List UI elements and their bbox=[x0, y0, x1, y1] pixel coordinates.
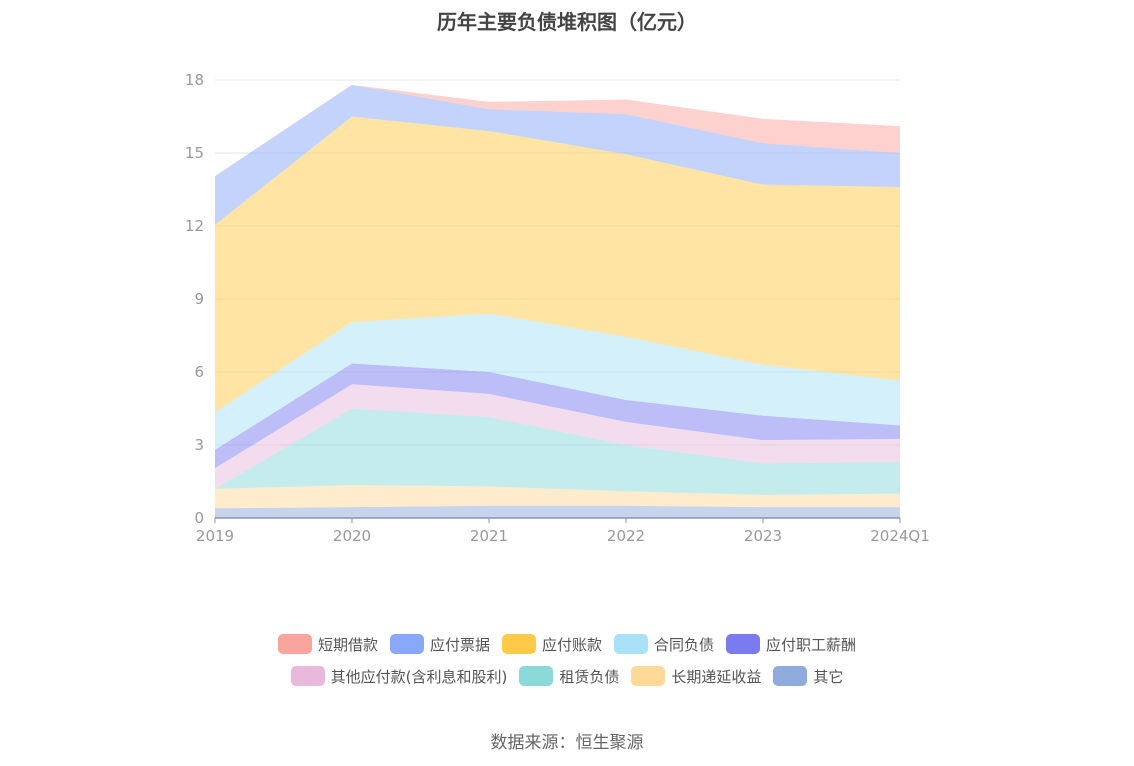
legend-item[interactable]: 其他应付款(含利息和股利) bbox=[290, 666, 508, 687]
legend-item[interactable]: 应付票据 bbox=[389, 634, 490, 655]
area-series-长期递延收益[interactable] bbox=[215, 485, 900, 509]
x-tick-label: 2024Q1 bbox=[870, 527, 930, 545]
legend-swatch bbox=[389, 634, 424, 654]
y-tick-label: 15 bbox=[185, 144, 204, 162]
area-series bbox=[215, 84, 900, 518]
legend-item[interactable]: 其它 bbox=[773, 666, 843, 687]
y-tick-label: 12 bbox=[185, 217, 204, 235]
area-series-其它[interactable] bbox=[215, 505, 900, 518]
legend-swatch bbox=[519, 666, 554, 686]
chart-title: 历年主要负债堆积图（亿元） bbox=[437, 10, 697, 34]
legend-item[interactable]: 租赁负债 bbox=[519, 666, 619, 687]
legend-label: 短期借款 bbox=[317, 635, 378, 654]
x-tick-label: 2021 bbox=[470, 527, 508, 545]
legend-item[interactable]: 短期借款 bbox=[277, 634, 378, 655]
area-series-其他应付款(含利息和股利)[interactable] bbox=[215, 384, 900, 489]
legend-label: 应付职工薪酬 bbox=[766, 635, 857, 654]
legend-swatch bbox=[614, 634, 648, 654]
x-tick-label: 2023 bbox=[744, 527, 782, 545]
legend-label: 应付票据 bbox=[429, 635, 490, 654]
x-tick-label: 2019 bbox=[196, 527, 234, 545]
legend-label: 合同负债 bbox=[654, 635, 715, 654]
legend-label: 其他应付款(含利息和股利) bbox=[330, 667, 508, 686]
x-tick-label: 2022 bbox=[607, 527, 645, 545]
data-source-note: 数据来源：恒生聚源 bbox=[490, 733, 644, 753]
area-series-合同负债[interactable] bbox=[215, 313, 900, 450]
legend-label: 长期递延收益 bbox=[671, 667, 762, 686]
legend-row: 短期借款 应付票据 应付账款 合同负债 应付职工薪酬 bbox=[0, 628, 1134, 660]
legend-swatch bbox=[277, 634, 312, 654]
area-series-应付票据[interactable] bbox=[215, 84, 900, 225]
x-tick-label: 2020 bbox=[333, 527, 371, 545]
y-tick-label: 6 bbox=[194, 363, 204, 381]
legend-swatch bbox=[290, 666, 325, 686]
y-tick-label: 3 bbox=[194, 436, 204, 454]
legend-swatch bbox=[631, 666, 666, 686]
legend-item[interactable]: 应付职工薪酬 bbox=[726, 634, 856, 655]
legend-item[interactable]: 应付账款 bbox=[501, 634, 602, 655]
legend-label: 其它 bbox=[813, 667, 844, 686]
legend-swatch bbox=[773, 666, 808, 686]
legend-label: 应付账款 bbox=[541, 635, 602, 654]
legend-item[interactable]: 合同负债 bbox=[614, 634, 714, 655]
axes: 0 3 6 9 12 15 18 2019 2020 2021 2022 2023 2024Q1 bbox=[185, 71, 930, 545]
area-series-短期借款[interactable] bbox=[215, 84, 900, 177]
y-tick-label: 9 bbox=[194, 290, 204, 308]
y-tick-label: 0 bbox=[194, 509, 204, 527]
legend-item[interactable]: 长期递延收益 bbox=[631, 666, 761, 687]
legend-row: 其他应付款(含利息和股利) 租赁负债 长期递延收益 其它 bbox=[0, 660, 1134, 692]
area-series-租赁负债[interactable] bbox=[215, 408, 900, 495]
legend-label: 租赁负债 bbox=[559, 667, 620, 686]
legend: 短期借款 应付票据 应付账款 合同负债 应付职工薪酬其他应付款(含利息和股利) 租赁负债 长… bbox=[0, 628, 1134, 692]
y-tick-label: 18 bbox=[185, 71, 204, 89]
area-series-应付账款[interactable] bbox=[215, 116, 900, 413]
legend-swatch bbox=[726, 634, 761, 654]
legend-swatch bbox=[501, 634, 536, 654]
